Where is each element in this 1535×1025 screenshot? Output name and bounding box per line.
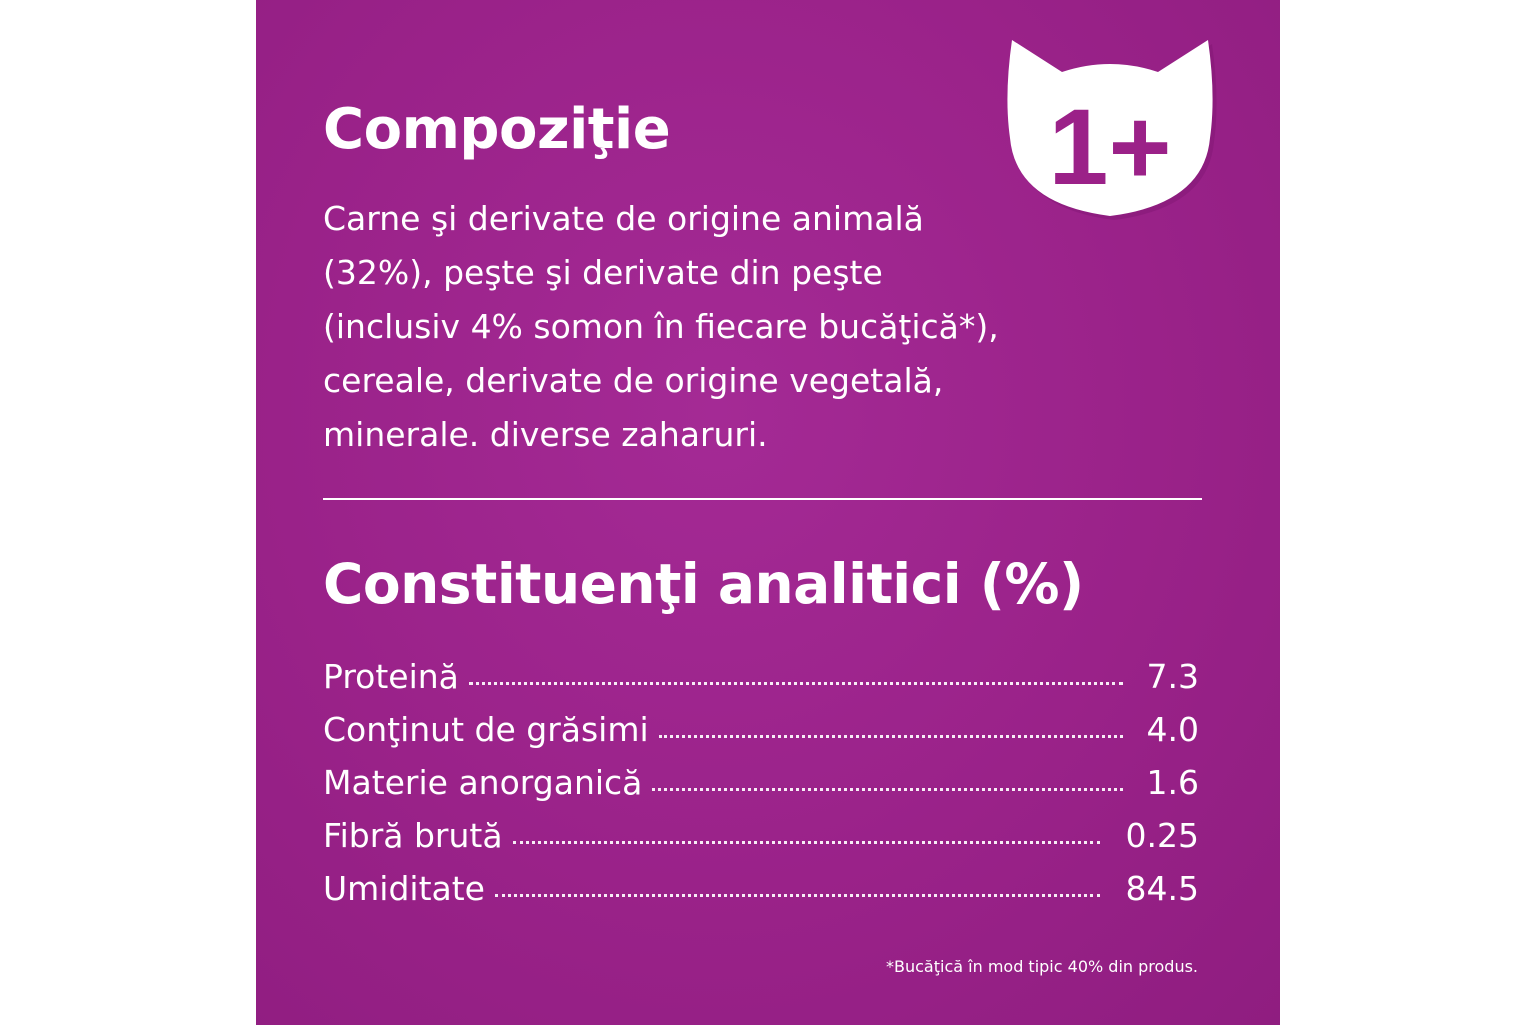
badge-text: 1+: [1048, 86, 1171, 207]
dot-leader: [512, 841, 1100, 844]
composition-line: (32%), peşte şi derivate din peşte: [323, 253, 883, 292]
row-label: Conţinut de grăsimi: [323, 710, 649, 749]
dot-leader: [658, 735, 1123, 738]
table-row: Conţinut de grăsimi 4.0: [323, 703, 1199, 756]
row-label: Proteină: [323, 657, 459, 696]
table-row: Fibră brută 0.25: [323, 809, 1199, 862]
age-badge: 1+: [990, 26, 1230, 226]
footnote: *Bucăţică în mod tipic 40% din produs.: [886, 957, 1198, 976]
nutrition-panel: 1+ Compoziţie Carne şi derivate de origi…: [256, 0, 1280, 1025]
composition-line: cereale, derivate de origine vegetală,: [323, 361, 944, 400]
row-label: Fibră brută: [323, 816, 503, 855]
dot-leader: [468, 682, 1123, 685]
row-label: Materie anorganică: [323, 763, 643, 802]
dot-leader: [652, 788, 1123, 791]
row-value: 84.5: [1125, 869, 1199, 908]
table-row: Proteină 7.3: [323, 650, 1199, 703]
analytical-table: Proteină 7.3 Conţinut de grăsimi 4.0 Mat…: [323, 650, 1199, 915]
dot-leader: [495, 894, 1100, 897]
row-value: 1.6: [1146, 763, 1199, 802]
composition-line: minerale. diverse zaharuri.: [323, 415, 768, 454]
row-label: Umiditate: [323, 869, 485, 908]
composition-line: Carne şi derivate de origine animală: [323, 199, 924, 238]
row-value: 7.3: [1146, 657, 1199, 696]
row-value: 0.25: [1125, 816, 1199, 855]
table-row: Materie anorganică 1.6: [323, 756, 1199, 809]
composition-text: Carne şi derivate de origine animală (32…: [323, 192, 1203, 462]
section-divider: [323, 498, 1202, 500]
composition-line: (inclusiv 4% somon în fiecare bucăţică*)…: [323, 307, 999, 346]
row-value: 4.0: [1146, 710, 1199, 749]
composition-title: Compoziţie: [323, 97, 671, 162]
analytical-title: Constituenţi analitici (%): [323, 552, 1084, 616]
cat-head-icon: 1+: [1007, 40, 1217, 220]
table-row: Umiditate 84.5: [323, 862, 1199, 915]
